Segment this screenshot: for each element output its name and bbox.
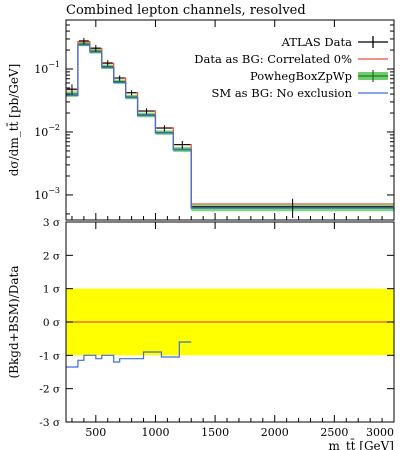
atlas-data-point: [102, 60, 113, 66]
y-tick-label: 10−1: [34, 60, 60, 76]
ratio-panel: 3 σ 2 σ 1 σ 0 σ -1 σ -2 σ -3 σ 500 1000 1500 2000 2…: [39, 217, 395, 439]
x-tick-label: 1500: [201, 426, 229, 439]
atlas-data-point: [192, 198, 393, 219]
atlas-data-point: [138, 108, 155, 114]
x-tick-label: 3000: [366, 426, 394, 439]
sm-as-bg-line: [66, 44, 394, 209]
ratio-y-tick-label: 0 σ: [43, 317, 60, 329]
ratio-y-tick-label: -1 σ: [39, 350, 60, 362]
atlas-data-point: [67, 84, 77, 95]
axis-labels: dσ/dm_tt̄ [pb/GeV] (Bkgd+BSM)/Data m_tt̄ […: [5, 64, 394, 450]
y-tick-exponent: −2: [48, 123, 60, 132]
y-axis-label: dσ/dm_tt̄ [pb/GeV]: [5, 64, 21, 177]
x-tick-label: 2000: [261, 426, 289, 439]
legend-label: PowhegBoxZpWp: [250, 69, 352, 83]
x-tick-label: 2500: [320, 426, 348, 439]
ratio-y-tick-label: 2 σ: [43, 250, 60, 262]
atlas-data-point: [114, 75, 125, 81]
ratio-y-tick-label: 3 σ: [43, 217, 60, 229]
main-frame: [65, 19, 395, 221]
atlas-data-point: [174, 140, 191, 149]
atlas-data-point: [78, 38, 89, 44]
x-axis-label: m_tt̄ [GeV]: [328, 437, 394, 450]
chart-title: Combined lepton channels, resolved: [66, 3, 306, 18]
x-tick-label: 1000: [141, 426, 169, 439]
ratio-y-tick-label: -2 σ: [39, 384, 60, 396]
ratio-y-tick-label: 1 σ: [43, 284, 60, 296]
y-tick-label: 10−2: [34, 123, 60, 139]
legend-label: SM as BG: No exclusion: [212, 86, 353, 100]
y-tick-label: 10−3: [34, 186, 60, 202]
y-tick-exponent: −1: [48, 60, 60, 69]
legend-label: Data as BG: Correlated 0%: [194, 52, 352, 66]
x-tick-label: 500: [85, 426, 106, 439]
atlas-data-point: [126, 90, 137, 96]
legend: ATLAS Data Data as BG: Correlated 0% Powhe…: [194, 35, 388, 100]
atlas-data-point: [90, 45, 101, 52]
ratio-y-axis-label: (Bkgd+BSM)/Data: [7, 266, 21, 379]
ratio-y-tick-label: -3 σ: [39, 417, 60, 429]
y-tick-exponent: −3: [48, 186, 60, 195]
atlas-data-point: [156, 125, 173, 132]
ratio-sm-line: [66, 341, 192, 368]
legend-label: ATLAS Data: [281, 35, 353, 49]
main-panel: 10−1 10−2 10−3: [34, 19, 395, 221]
